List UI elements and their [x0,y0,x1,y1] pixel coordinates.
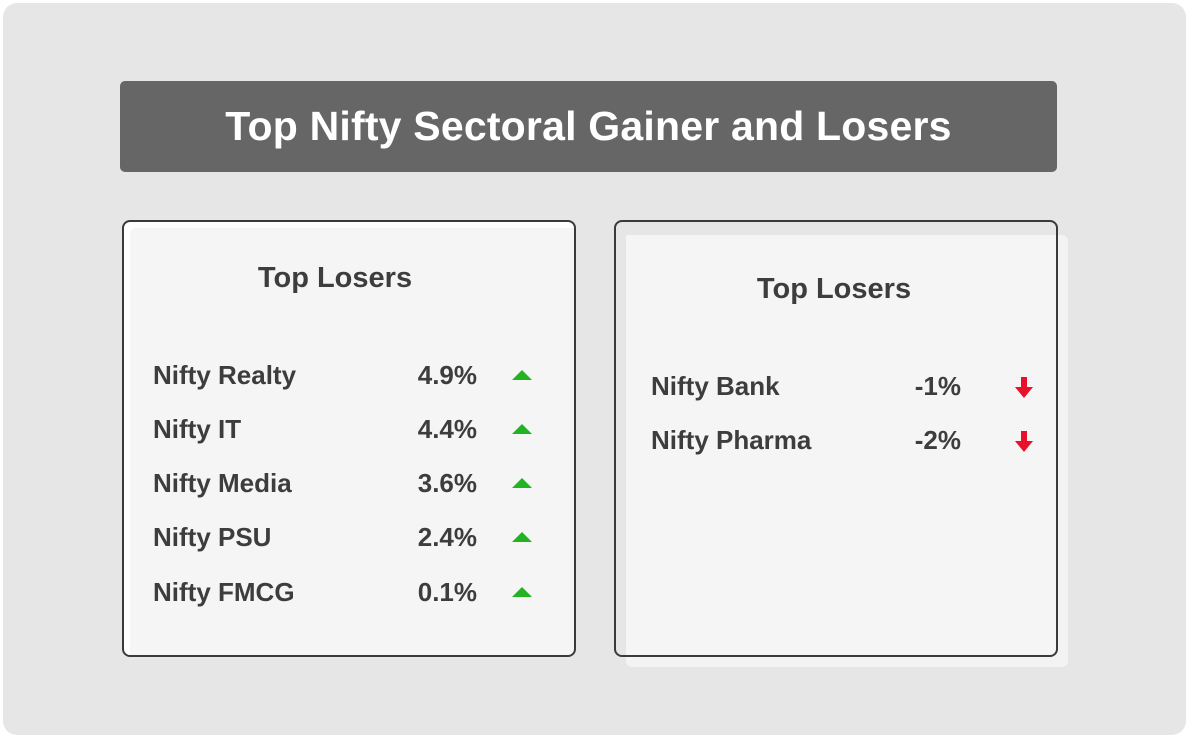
triangle-up-icon [512,532,532,542]
sector-change: -1% [914,370,961,401]
sector-name: Nifty PSU [153,521,272,552]
list-item: Nifty Pharma -2% [651,423,1041,457]
arrow-down-icon [1015,377,1033,398]
gainers-card-heading: Top Losers [257,262,413,294]
sector-change: -2% [914,424,961,455]
triangle-up-icon [512,424,532,434]
triangle-up-icon [512,370,532,380]
list-item: Nifty Media 3.6% [153,466,543,500]
sector-change: 4.9% [417,359,477,390]
list-item: Nifty Realty 4.9% [153,358,543,392]
sector-name: Nifty Media [153,467,292,498]
sector-name: Nifty Bank [651,370,780,401]
list-item: Nifty PSU 2.4% [153,520,543,554]
sector-change: 2.4% [417,521,477,552]
sector-name: Nifty Pharma [651,424,812,455]
sector-name: Nifty FMCG [153,576,295,607]
arrow-down-icon [1015,431,1033,452]
sector-name: Nifty IT [153,413,242,444]
title-banner: Top Nifty Sectoral Gainer and Losers [120,81,1057,172]
losers-card-heading: Top Losers [756,273,912,305]
card-surface [626,235,1056,655]
losers-card [614,220,1058,657]
triangle-up-icon [512,478,532,488]
page-title: Top Nifty Sectoral Gainer and Losers [225,103,952,149]
list-item: Nifty IT 4.4% [153,412,543,446]
triangle-up-icon [512,587,532,597]
list-item: Nifty FMCG 0.1% [153,575,543,609]
sector-change: 0.1% [417,576,477,607]
list-item: Nifty Bank -1% [651,369,1041,403]
sector-name: Nifty Realty [153,359,297,390]
sector-change: 3.6% [417,467,477,498]
gainers-card [122,220,576,657]
sector-change: 4.4% [417,413,477,444]
